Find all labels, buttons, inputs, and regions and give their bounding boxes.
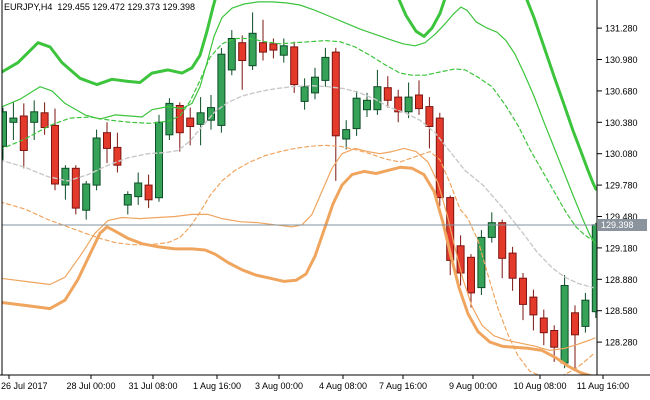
upper-band-outer-green-thick bbox=[2, 0, 597, 191]
lower-band-mid-orange-dashed bbox=[2, 144, 596, 375]
x-axis-label: 28 Jul 00:00 bbox=[66, 381, 115, 391]
y-axis-label: 128.880 bbox=[605, 275, 638, 285]
candle-body bbox=[591, 224, 597, 313]
candle-body bbox=[560, 285, 569, 364]
candle-body bbox=[51, 124, 59, 185]
candle-body bbox=[19, 115, 28, 151]
candle-body bbox=[415, 94, 423, 110]
candle-body bbox=[61, 167, 70, 186]
chart-border bbox=[0, 0, 650, 376]
candle-body bbox=[165, 102, 174, 136]
plot-area[interactable] bbox=[0, 0, 599, 378]
y-axis-label: 129.480 bbox=[605, 212, 638, 222]
midline-gray-dashed bbox=[2, 84, 594, 289]
bid-price-label-bg bbox=[598, 219, 647, 231]
candle-body bbox=[9, 117, 18, 123]
x-axis-label: 10 Aug 08:00 bbox=[513, 381, 566, 391]
candle-body bbox=[342, 129, 351, 140]
candle-body bbox=[550, 330, 559, 348]
x-axis-time-scale[interactable]: 26 Jul 2017 28 Jul 00:00 31 Jul 08:00 1 Aug… bbox=[1, 375, 629, 391]
lower-band-inner-orange-thin bbox=[2, 147, 596, 351]
y-axis-label: 129.180 bbox=[605, 243, 638, 253]
candle-body bbox=[269, 43, 278, 51]
candle-body bbox=[2, 111, 7, 147]
x-axis-label: 1 Aug 16:00 bbox=[193, 381, 241, 391]
candle-body bbox=[248, 32, 257, 67]
candle-body bbox=[352, 97, 361, 130]
candle-body bbox=[71, 167, 80, 209]
y-axis-label: 130.380 bbox=[605, 118, 638, 128]
x-axis-label: 11 Aug 16:00 bbox=[577, 381, 629, 391]
candle-body bbox=[175, 105, 184, 134]
candle-body bbox=[196, 112, 205, 125]
candle-body bbox=[539, 317, 548, 334]
y-axis-label: 131.280 bbox=[605, 24, 638, 34]
y-axis-label: 130.980 bbox=[605, 55, 638, 65]
candle-body bbox=[425, 106, 434, 127]
candle-body bbox=[40, 112, 49, 129]
x-axis-label: 3 Aug 00:00 bbox=[255, 381, 303, 391]
y-axis-label: 128.280 bbox=[605, 338, 638, 348]
y-axis-label: 130.080 bbox=[605, 149, 638, 159]
candle-body bbox=[467, 256, 475, 294]
candle-body bbox=[113, 146, 122, 166]
candle-body bbox=[259, 42, 267, 53]
candle-body bbox=[498, 222, 507, 259]
candle-body bbox=[581, 299, 590, 327]
candle-body bbox=[363, 99, 371, 111]
candle-body bbox=[144, 184, 153, 201]
candle-body bbox=[227, 38, 236, 71]
candlestick-series bbox=[2, 12, 597, 371]
candle-body bbox=[300, 86, 309, 102]
candle-body bbox=[123, 194, 132, 206]
candle-body bbox=[134, 182, 143, 198]
candle-body bbox=[217, 53, 226, 126]
upper-band-mid-green-dashed bbox=[2, 37, 594, 242]
candle-body bbox=[383, 87, 392, 101]
candle-body bbox=[508, 252, 517, 279]
candle-body bbox=[155, 121, 163, 199]
candle-body bbox=[103, 132, 111, 149]
y-axis-label: 128.580 bbox=[605, 306, 638, 316]
candle-body bbox=[321, 56, 330, 81]
candle-body bbox=[435, 117, 444, 199]
x-axis-label: 31 Jul 08:00 bbox=[128, 381, 177, 391]
candle-body bbox=[311, 76, 319, 94]
bid-price-label: 129.398 bbox=[601, 220, 634, 230]
candle-body bbox=[290, 46, 299, 86]
candle-body bbox=[279, 45, 288, 56]
x-axis-label: 9 Aug 00:00 bbox=[449, 381, 497, 391]
candle-body bbox=[92, 137, 101, 186]
chart-title: EURJPY,H4 129.455 129.472 129.373 129.39… bbox=[4, 2, 195, 12]
candle-body bbox=[456, 245, 465, 274]
upper-band-inner-green-thin bbox=[2, 1, 596, 245]
y-axis-label: 130.680 bbox=[605, 86, 638, 96]
candle-body bbox=[404, 96, 413, 113]
y-axis-label: 129.780 bbox=[605, 181, 638, 191]
lower-band-outer-orange-thick bbox=[2, 165, 595, 375]
y-axis-price-scale[interactable]: 131.280 130.980 130.680 130.380 130.080 129.7… bbox=[597, 24, 647, 348]
x-axis-label: 7 Aug 16:00 bbox=[379, 381, 427, 391]
candle-body bbox=[394, 96, 403, 113]
candle-body bbox=[30, 111, 39, 123]
candle-body bbox=[373, 86, 382, 111]
candle-body bbox=[207, 107, 215, 121]
candle-body bbox=[186, 117, 195, 127]
candle-body bbox=[529, 296, 538, 316]
candle-body bbox=[519, 277, 527, 305]
candle-body bbox=[487, 222, 496, 238]
x-axis-label: 4 Aug 08:00 bbox=[319, 381, 367, 391]
candle-body bbox=[571, 312, 579, 336]
candle-body bbox=[82, 183, 91, 211]
candle-body bbox=[331, 51, 340, 137]
candle-body bbox=[238, 42, 247, 61]
x-axis-label: 26 Jul 2017 bbox=[1, 381, 48, 391]
